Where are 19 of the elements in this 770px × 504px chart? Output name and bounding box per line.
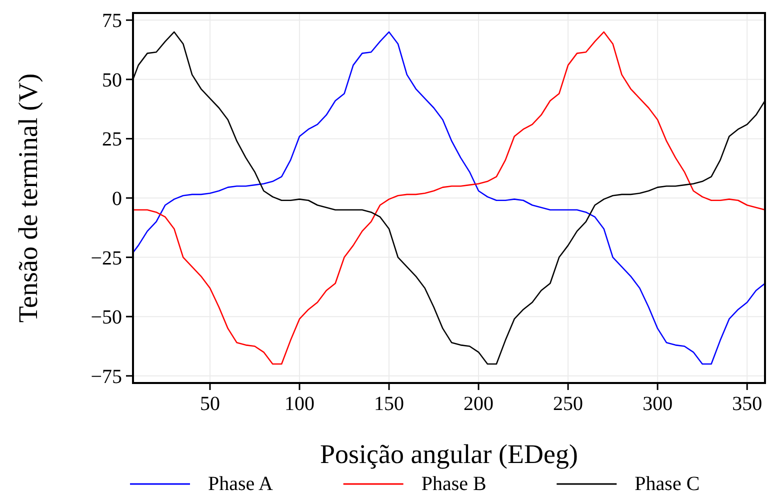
x-tick-label: 50 (200, 393, 220, 415)
y-tick-label: 0 (112, 188, 122, 210)
y-tick-label: −25 (90, 247, 122, 270)
y-tick-label: 50 (102, 69, 122, 92)
y-tick-label: −50 (90, 306, 122, 329)
x-tick-label: 350 (732, 393, 762, 415)
y-tick-label: 75 (102, 10, 122, 32)
x-tick-label: 150 (374, 393, 404, 415)
x-tick-label: 300 (642, 393, 673, 415)
x-axis-title: Posição angular (EDeg) (320, 439, 578, 469)
y-tick-label: 25 (102, 128, 122, 151)
y-tick-label: −75 (90, 366, 122, 388)
legend-label: Phase C (634, 473, 700, 495)
legend-label: Phase B (421, 473, 486, 495)
x-tick-label: 100 (284, 393, 315, 415)
y-axis-title: Tensão de terminal (V) (13, 73, 43, 323)
x-tick-label: 200 (464, 393, 494, 415)
x-tick-label: 250 (553, 393, 584, 415)
legend-label: Phase A (208, 473, 274, 495)
